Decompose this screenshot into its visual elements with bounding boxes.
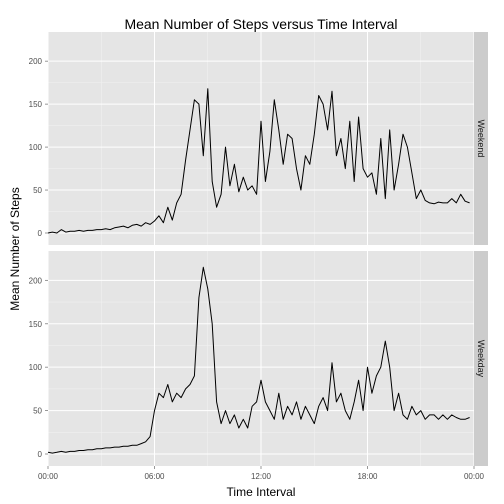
series-line xyxy=(47,88,470,234)
facet-strip-label: Weekday xyxy=(476,340,486,378)
y-axis-label: Mean Number of Steps xyxy=(8,187,22,310)
facet-strip xyxy=(474,32,488,245)
facet-strip xyxy=(474,251,488,466)
x-tick-label: 12:00 xyxy=(251,472,272,481)
facet-panel: 0 50 100 150 200 Weekend xyxy=(29,32,488,245)
x-tick-label: 00:00 xyxy=(38,472,59,481)
facet-panel: 0 50 100 150 200 Weekday xyxy=(29,251,488,466)
y-tick-label: 50 xyxy=(33,407,42,416)
series-line xyxy=(47,266,470,454)
y-tick-label: 150 xyxy=(29,100,43,109)
y-tick-label: 200 xyxy=(29,276,43,285)
x-axis: 00:00 06:00 12:00 18:00 00:00 xyxy=(38,466,485,481)
y-tick-label: 100 xyxy=(29,363,43,372)
x-tick-label: 06:00 xyxy=(144,472,165,481)
x-tick-label: 18:00 xyxy=(357,472,378,481)
y-tick-label: 150 xyxy=(29,320,43,329)
facet-panels: 0 50 100 150 200 Weekend 0 50 100 150 200 Weekday xyxy=(29,32,488,466)
y-tick-label: 200 xyxy=(29,57,43,66)
facet-strip-label: Weekend xyxy=(476,120,486,158)
x-tick-label: 00:00 xyxy=(464,472,485,481)
y-tick-label: 50 xyxy=(33,186,42,195)
chart-title: Mean Number of Steps versus Time Interva… xyxy=(124,16,397,32)
y-tick-label: 0 xyxy=(38,450,43,459)
y-tick-label: 0 xyxy=(38,229,43,238)
x-axis-label: Time Interval xyxy=(227,485,296,499)
y-tick-label: 100 xyxy=(29,143,43,152)
